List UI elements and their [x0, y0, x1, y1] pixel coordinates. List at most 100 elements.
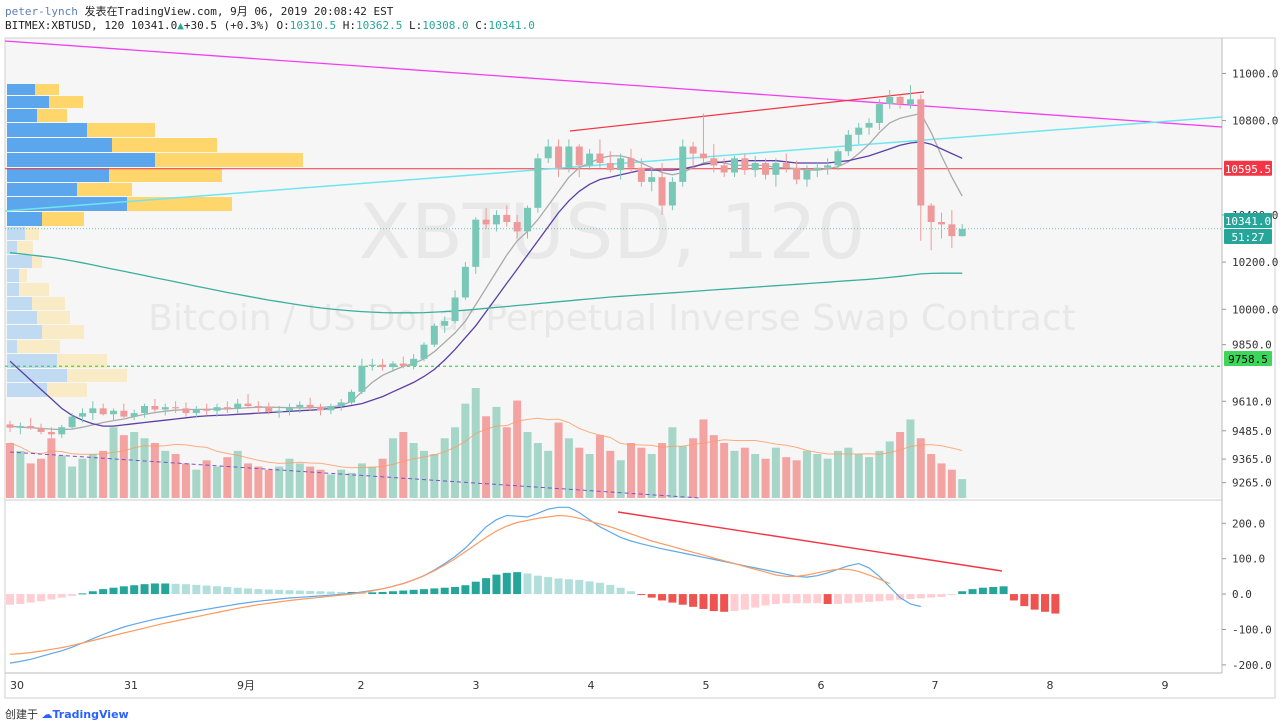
macd-histogram-bar: [658, 594, 667, 601]
volume-bar: [357, 463, 366, 498]
macd-histogram-bar: [26, 594, 35, 603]
candle-body: [534, 158, 542, 208]
macd-histogram-bar: [1051, 594, 1060, 614]
candle-body: [337, 402, 345, 406]
macd-histogram-bar: [295, 590, 304, 595]
volume-profile-sell: [57, 354, 107, 368]
volume-bar: [109, 427, 118, 498]
macd-histogram-bar: [409, 589, 418, 595]
volume-bar: [430, 454, 439, 498]
candle-body: [461, 266, 469, 298]
candle-body: [555, 146, 563, 168]
price-axis: 11000.010800.010400.010200.010000.09850.…: [10, 67, 1278, 692]
volume-bar: [885, 441, 894, 498]
volume-bar: [751, 454, 760, 498]
macd-histogram-bar: [99, 589, 108, 595]
candle-body: [927, 205, 935, 222]
volume-bar: [99, 450, 108, 498]
author-link[interactable]: peter-lynch: [5, 5, 78, 18]
macd-histogram-bar: [595, 582, 604, 595]
macd-histogram-bar: [637, 594, 646, 596]
macd-histogram-bar: [213, 586, 221, 595]
macd-panel: [6, 506, 1060, 664]
volume-profile-sell: [42, 212, 84, 226]
volume-bar: [544, 450, 553, 498]
volume-profile-sell: [47, 383, 87, 397]
tradingview-brand[interactable]: TradingView: [52, 708, 129, 721]
volume-bar: [523, 432, 532, 498]
macd-histogram-bar: [502, 572, 511, 595]
volume-profile-buy: [7, 269, 19, 282]
candle-body: [751, 163, 759, 171]
macd-histogram-bar: [275, 589, 284, 595]
candle-body: [782, 163, 790, 168]
candle-body: [637, 167, 645, 182]
price-pane-bg: [5, 38, 1222, 498]
candle-body: [89, 408, 97, 414]
volume-profile-sell: [35, 84, 59, 95]
macd-histogram-bar: [1009, 594, 1018, 601]
macd-histogram-bar: [140, 584, 149, 595]
candle-body: [47, 431, 55, 435]
candle-body: [741, 158, 749, 171]
volume-bar: [689, 438, 698, 498]
candle-body: [389, 363, 397, 368]
volume-bar: [68, 466, 77, 498]
macd-histogram-bar: [989, 587, 998, 595]
volume-profile-buy: [7, 297, 32, 310]
volume-profile-buy: [7, 109, 37, 122]
macd-tick-label: 100.0: [1232, 553, 1265, 566]
candle-body: [141, 406, 149, 414]
macd-histogram-bar: [647, 594, 656, 598]
candle-body: [27, 426, 35, 429]
candle-body: [958, 228, 966, 237]
open-value: 10310.5: [289, 19, 337, 32]
volume-bar: [502, 427, 511, 498]
macd-histogram-bar: [430, 588, 439, 595]
close-value: 10341.0: [488, 19, 535, 32]
volume-bar: [906, 419, 915, 498]
higher-high-line: [569, 91, 925, 132]
macd-histogram-bar: [978, 587, 987, 595]
time-tick-label: 5: [703, 679, 710, 692]
macd-histogram-bar: [254, 589, 263, 595]
price-tick-label: 9265.0: [1232, 477, 1272, 490]
volume-bar: [740, 447, 749, 498]
macd-histogram-bar: [740, 594, 749, 610]
volume-bar: [699, 419, 708, 498]
up-arrow-icon: ▲: [177, 19, 184, 32]
volume-bar: [140, 438, 149, 498]
candle-body: [689, 146, 697, 154]
candle-body: [834, 151, 842, 166]
macd-histogram-bar: [119, 586, 128, 595]
macd-histogram-bar: [150, 583, 159, 595]
macd-tick-label: 200.0: [1232, 517, 1265, 530]
price-label-box: [1224, 160, 1272, 176]
macd-histogram-bar: [782, 594, 791, 604]
macd-histogram-bar: [927, 594, 936, 598]
macd-histogram-bar: [171, 583, 180, 595]
candle-body: [627, 158, 635, 168]
candle-body: [906, 99, 914, 105]
candle-body: [275, 410, 283, 412]
volume-bar: [57, 455, 66, 498]
macd-histogram-bar: [999, 586, 1008, 595]
macd-histogram-bar: [575, 579, 584, 595]
symbol-legend: BITMEX:XBTUSD, 120 10341.0▲+30.5 (+0.3%)…: [5, 19, 535, 32]
candle-body: [348, 391, 356, 403]
price-tick-label: 11000.0: [1232, 67, 1278, 80]
macd-divergence-line: [617, 511, 1003, 572]
volume-bar: [792, 460, 801, 498]
volume-profile-sell: [25, 227, 39, 240]
symbol-name[interactable]: BITMEX:XBTUSD, 120: [5, 19, 125, 32]
candle-body: [265, 407, 273, 412]
macd-histogram-bar: [792, 594, 801, 604]
candle-body: [575, 146, 583, 166]
volume-bar: [627, 443, 635, 498]
macd-histogram-bar: [865, 594, 874, 602]
descending-trendline: [4, 40, 1223, 128]
volume-bar: [181, 463, 190, 498]
macd-histogram-bar: [1030, 594, 1039, 610]
candle-body: [358, 365, 366, 392]
